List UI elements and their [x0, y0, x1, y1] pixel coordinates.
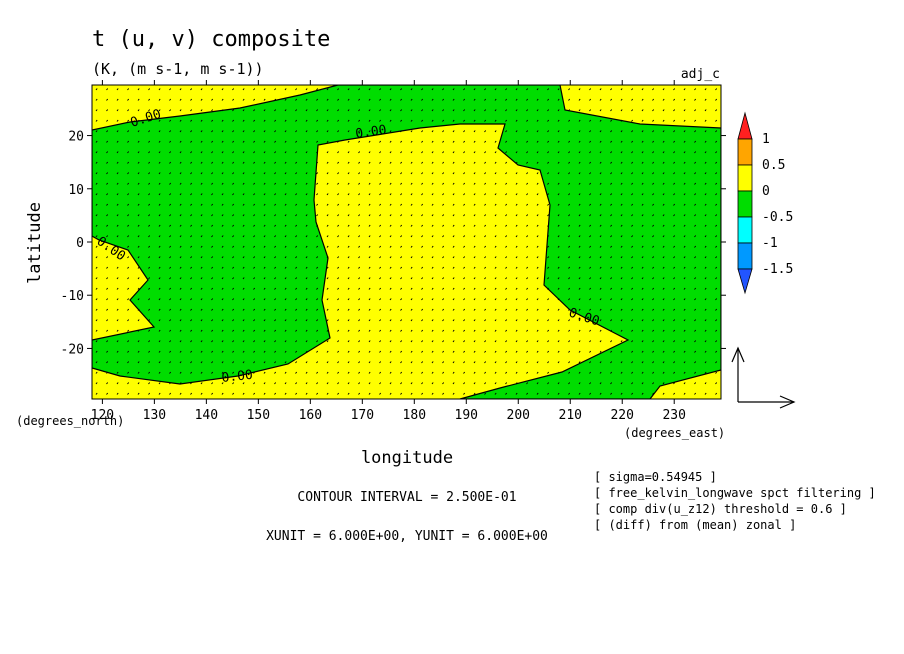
- y-axis: 20 10 0 -10 -20: [61, 130, 726, 357]
- x-axis: 120 130 140 150 160 170 180 190 200 210 220 230: [91, 80, 686, 423]
- colorbar-label: 0: [762, 184, 770, 199]
- colorbar-label: 0.5: [762, 158, 785, 173]
- note-line: [ sigma=0.54945 ]: [594, 470, 717, 484]
- y-tick-label: 10: [68, 183, 84, 198]
- x-tick-label: 180: [403, 408, 426, 423]
- chart-title: t (u, v) composite: [92, 27, 330, 52]
- x-tick-label: 190: [455, 408, 478, 423]
- y-tick-label: 20: [68, 130, 84, 145]
- y-unit-label: (degrees_north): [16, 414, 124, 428]
- chart-tag: adj_c: [681, 67, 720, 82]
- colorbar-segment: [737, 138, 753, 166]
- note-line: [ (diff) from (mean) zonal ]: [594, 518, 796, 532]
- colorbar-segment: [737, 190, 753, 218]
- x-tick-label: 130: [143, 408, 166, 423]
- x-axis-label: longitude: [361, 448, 453, 468]
- negative-region: [92, 85, 721, 399]
- colorbar-segment: [737, 216, 753, 244]
- colorbar-segment: [737, 164, 753, 192]
- colorbar-label: -1: [762, 236, 778, 251]
- x-tick-label: 150: [247, 408, 270, 423]
- contour-interval: CONTOUR INTERVAL = 2.500E-01: [297, 490, 516, 505]
- note-line: [ comp div(u_z12) threshold = 0.6 ]: [594, 502, 847, 516]
- unit-vector-scale: XUNIT = 6.000E+00, YUNIT = 6.000E+00: [266, 529, 548, 544]
- reference-vector: [731, 346, 796, 409]
- colorbar-label: -0.5: [762, 210, 793, 225]
- x-tick-label: 120: [91, 408, 114, 423]
- colorbar: 1 0.5 0 -0.5 -1 -1.5: [737, 111, 793, 295]
- contour-label: 0.00: [354, 123, 387, 142]
- chart-subtitle: (K, (m s-1, m s-1)): [92, 60, 264, 78]
- note-line: [ free_kelvin_longwave spct filtering ]: [594, 486, 876, 500]
- x-tick-label: 220: [610, 408, 633, 423]
- y-tick-label: 0: [76, 236, 84, 251]
- colorbar-label: -1.5: [762, 262, 793, 277]
- wind-vectors: [95, 88, 718, 395]
- x-tick-label: 230: [662, 408, 685, 423]
- colorbar-top-arrow: [737, 111, 753, 140]
- colorbar-label: 1: [762, 132, 770, 147]
- colorbar-segment: [737, 242, 753, 270]
- x-tick-label: 200: [507, 408, 530, 423]
- vector-arrows: [95, 88, 718, 395]
- x-unit-label: (degrees_east): [624, 426, 725, 440]
- plot-area: [92, 85, 721, 399]
- x-tick-label: 210: [559, 408, 582, 423]
- y-tick-label: -10: [61, 289, 84, 304]
- contour-label: 0.00: [221, 368, 254, 386]
- y-tick-label: -20: [61, 342, 84, 357]
- x-tick-label: 160: [299, 408, 322, 423]
- x-tick-label: 140: [195, 408, 218, 423]
- y-axis-label: latitude: [25, 202, 45, 284]
- x-tick-label: 170: [351, 408, 374, 423]
- colorbar-bottom-arrow: [737, 268, 753, 295]
